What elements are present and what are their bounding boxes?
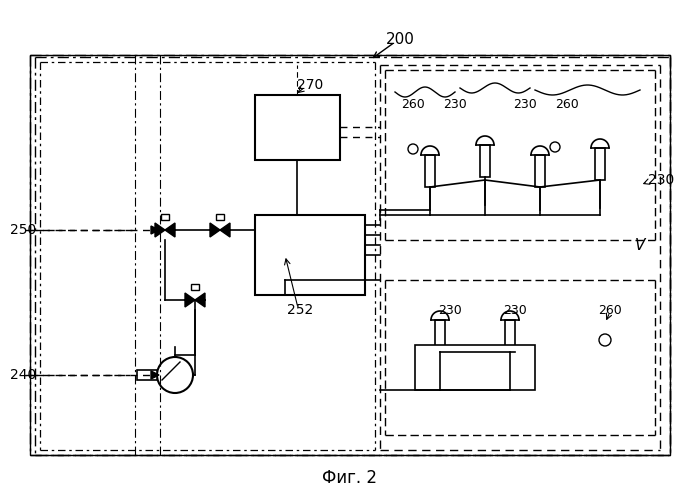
Bar xyxy=(480,145,490,177)
Polygon shape xyxy=(210,223,220,237)
Bar xyxy=(415,345,535,390)
Text: 240: 240 xyxy=(10,368,36,382)
Bar xyxy=(505,320,515,352)
Text: 200: 200 xyxy=(386,33,414,47)
Text: 260: 260 xyxy=(401,99,425,111)
Polygon shape xyxy=(220,223,230,237)
Bar xyxy=(535,155,545,187)
Text: 270: 270 xyxy=(297,78,323,92)
Polygon shape xyxy=(165,223,175,237)
Text: 230: 230 xyxy=(513,99,537,111)
Polygon shape xyxy=(151,371,159,379)
Text: 230: 230 xyxy=(438,304,462,317)
Text: 260: 260 xyxy=(555,99,579,111)
Text: 230: 230 xyxy=(443,99,467,111)
Bar xyxy=(595,148,605,180)
Text: V: V xyxy=(635,238,645,252)
Bar xyxy=(137,370,157,380)
Polygon shape xyxy=(155,223,165,237)
Bar xyxy=(216,214,224,220)
Bar xyxy=(425,155,435,187)
Bar xyxy=(435,320,445,352)
Text: 250: 250 xyxy=(10,223,36,237)
Bar xyxy=(255,95,340,160)
Text: 260: 260 xyxy=(598,304,622,317)
Bar xyxy=(191,284,199,290)
Polygon shape xyxy=(151,226,159,234)
Text: 252: 252 xyxy=(287,303,313,317)
Text: Фиг. 2: Фиг. 2 xyxy=(323,469,377,487)
Bar xyxy=(255,215,365,295)
Text: 230: 230 xyxy=(503,304,527,317)
Polygon shape xyxy=(185,293,195,307)
Bar xyxy=(161,214,169,220)
Bar xyxy=(30,55,670,455)
Text: 230: 230 xyxy=(648,173,674,187)
Polygon shape xyxy=(195,293,205,307)
